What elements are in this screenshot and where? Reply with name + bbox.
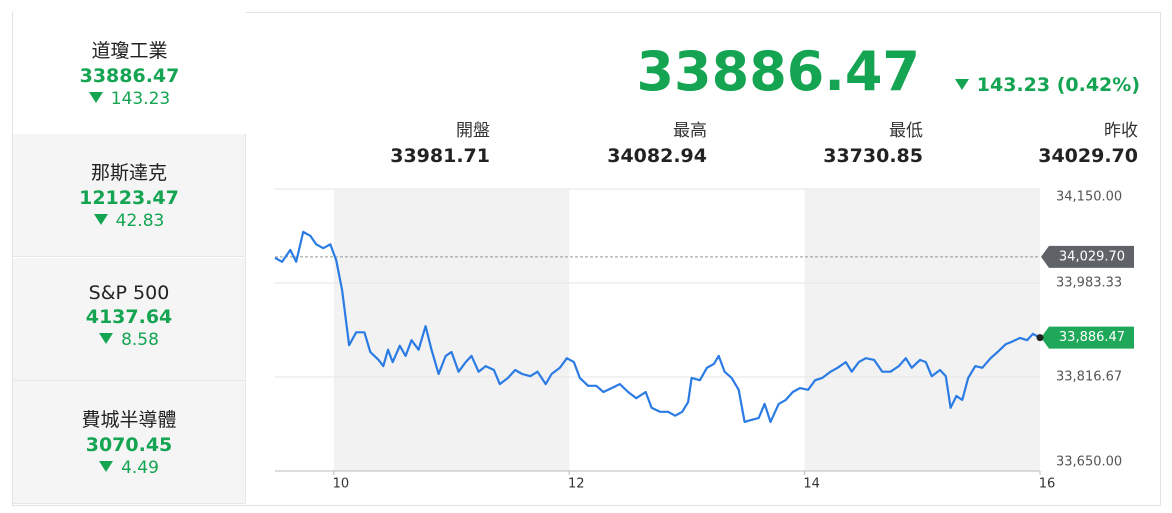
stat-label: 最低 [889,121,923,141]
index-name: 那斯達克 [90,162,167,184]
change-text: 143.23 [110,89,171,109]
x-tick-label: 12 [568,477,585,492]
stat: 昨收 34029.70 [978,116,1138,167]
index-name: 費城半導體 [81,409,177,431]
index-item[interactable]: 道瓊工業 33886.47 143.23 [13,12,246,135]
index-change: 4.49 [13,458,245,478]
index-price: 4137.64 [85,306,173,328]
stat-label: 最高 [673,121,707,141]
y-tick-label: 34,150.00 [1056,190,1122,205]
change: 143.23 (0.42%) [954,74,1140,96]
current-label: 33,886.47 [1059,330,1125,345]
index-price: 33886.47 [79,65,180,87]
y-tick-label: 33,816.67 [1056,369,1122,384]
prev-close-tag [1041,245,1134,268]
current-dot [1036,334,1044,342]
stat-label: 昨收 [1104,121,1138,141]
index-change: 42.83 [13,211,245,231]
down-icon [88,92,103,103]
x-tick-label: 14 [803,477,820,492]
index-name: S&P 500 [88,282,170,304]
change-text: 8.58 [121,330,159,350]
down-icon [93,214,108,225]
index-price: 12123.47 [79,187,179,209]
price-line [274,230,1041,423]
change-text: 143.23 (0.42%) [976,74,1140,96]
stat-value: 33981.71 [390,145,490,167]
y-tick-label: 33,650.00 [1056,455,1122,470]
prev-close-label: 34,029.70 [1059,249,1125,264]
index-price: 3070.45 [85,434,173,456]
frame [12,12,1161,506]
stat: 最低 33730.85 [763,116,923,167]
hour-band [333,189,570,471]
change-text: 42.83 [115,211,165,231]
price: 33886.47 [636,40,920,103]
index-item[interactable]: 那斯達克 12123.47 42.83 [13,134,246,257]
stat: 最高 34082.94 [547,116,707,167]
stat-value: 34082.94 [607,145,707,167]
down-icon [99,461,114,472]
y-tick-label: 33,983.33 [1056,276,1122,291]
down-icon [99,333,114,344]
index-item[interactable]: 費城半導體 3070.45 4.49 [13,381,246,504]
down-icon [954,79,969,90]
change-text: 4.49 [121,458,159,478]
stat-value: 33730.85 [823,145,923,167]
x-tick-label: 10 [333,477,350,492]
stat: 開盤 33981.71 [330,116,490,167]
stat-label: 開盤 [456,121,490,141]
index-change: 8.58 [13,330,245,350]
stat-value: 34029.70 [1038,145,1138,167]
current-tag [1041,326,1134,349]
hour-band [804,189,1040,471]
index-change: 143.23 [13,89,246,109]
index-name: 道瓊工業 [91,40,168,62]
index-item[interactable]: S&P 500 4137.64 8.58 [13,258,246,381]
x-tick-label: 16 [1039,477,1056,492]
